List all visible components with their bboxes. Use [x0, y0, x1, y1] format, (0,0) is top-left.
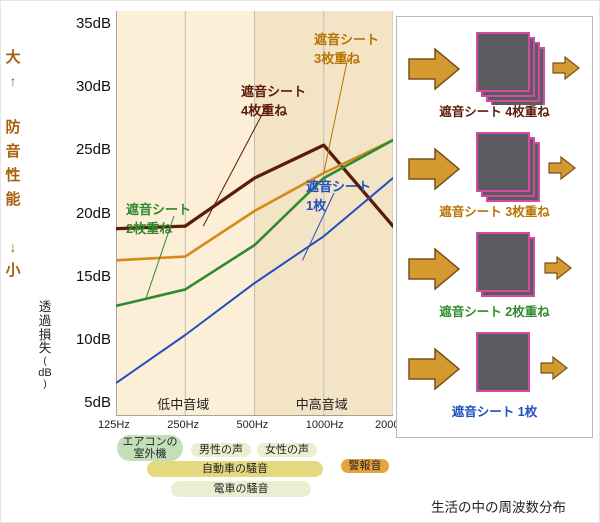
series-annotation: 遮音シート2枚重ね	[126, 199, 191, 237]
frequency-range-oval: 女性の声	[257, 443, 317, 457]
arrow-up-icon: ↑	[4, 70, 22, 92]
legend-caption: 遮音シート 3枚重ね	[397, 201, 592, 220]
frequency-range-oval: 電車の騒音	[171, 481, 311, 497]
axis-mid-2: 性	[4, 164, 22, 188]
series-annotation: 遮音シート1枚	[306, 176, 371, 214]
transmission-loss-label: 透過損失(dB)	[37, 301, 53, 390]
y-tick-label: 5dB	[61, 394, 111, 411]
soundproof-axis: 大 ↑ 防 音 性 能 ↓ 小	[4, 46, 22, 283]
axis-bottom: 小	[4, 259, 22, 283]
band-label: 中高音域	[296, 394, 348, 413]
series-annotation: 遮音シート3枚重ね	[314, 29, 379, 67]
axis-mid-0: 防	[4, 116, 22, 140]
y-tick-label: 20dB	[61, 205, 111, 222]
band-label: 低中音域	[157, 394, 209, 413]
legend-caption: 遮音シート 4枚重ね	[397, 101, 592, 120]
frequency-range-oval: エアコンの室外機	[117, 435, 183, 461]
axis-mid-3: 能	[4, 188, 22, 212]
y-tick-label: 25dB	[61, 141, 111, 158]
y-tick-label: 10dB	[61, 331, 111, 348]
x-tick-label: 250Hz	[167, 419, 199, 431]
frequency-range-oval: 自動車の騒音	[147, 461, 323, 477]
legend-panel: 遮音シート 4枚重ね 遮音シート 3枚重ね 遮音シート 2枚重ね	[396, 16, 593, 438]
legend-caption: 遮音シート 2枚重ね	[397, 301, 592, 320]
series-annotation: 遮音シート4枚重ね	[241, 81, 306, 119]
frequency-range-oval: 男性の声	[191, 443, 251, 457]
legend-caption: 遮音シート 1枚	[397, 401, 592, 420]
x-tick-label: 1000Hz	[306, 419, 344, 431]
x-tick-label: 125Hz	[98, 419, 130, 431]
y-tick-label: 30dB	[61, 78, 111, 95]
axis-top: 大	[4, 46, 22, 70]
frequency-range-oval: 警報音	[341, 459, 389, 473]
y-tick-label: 15dB	[61, 268, 111, 285]
footer-caption: 生活の中の周波数分布	[431, 496, 566, 516]
x-tick-label: 500Hz	[237, 419, 269, 431]
axis-mid-1: 音	[4, 140, 22, 164]
y-tick-label: 35dB	[61, 15, 111, 32]
arrow-down-icon: ↓	[4, 236, 22, 258]
